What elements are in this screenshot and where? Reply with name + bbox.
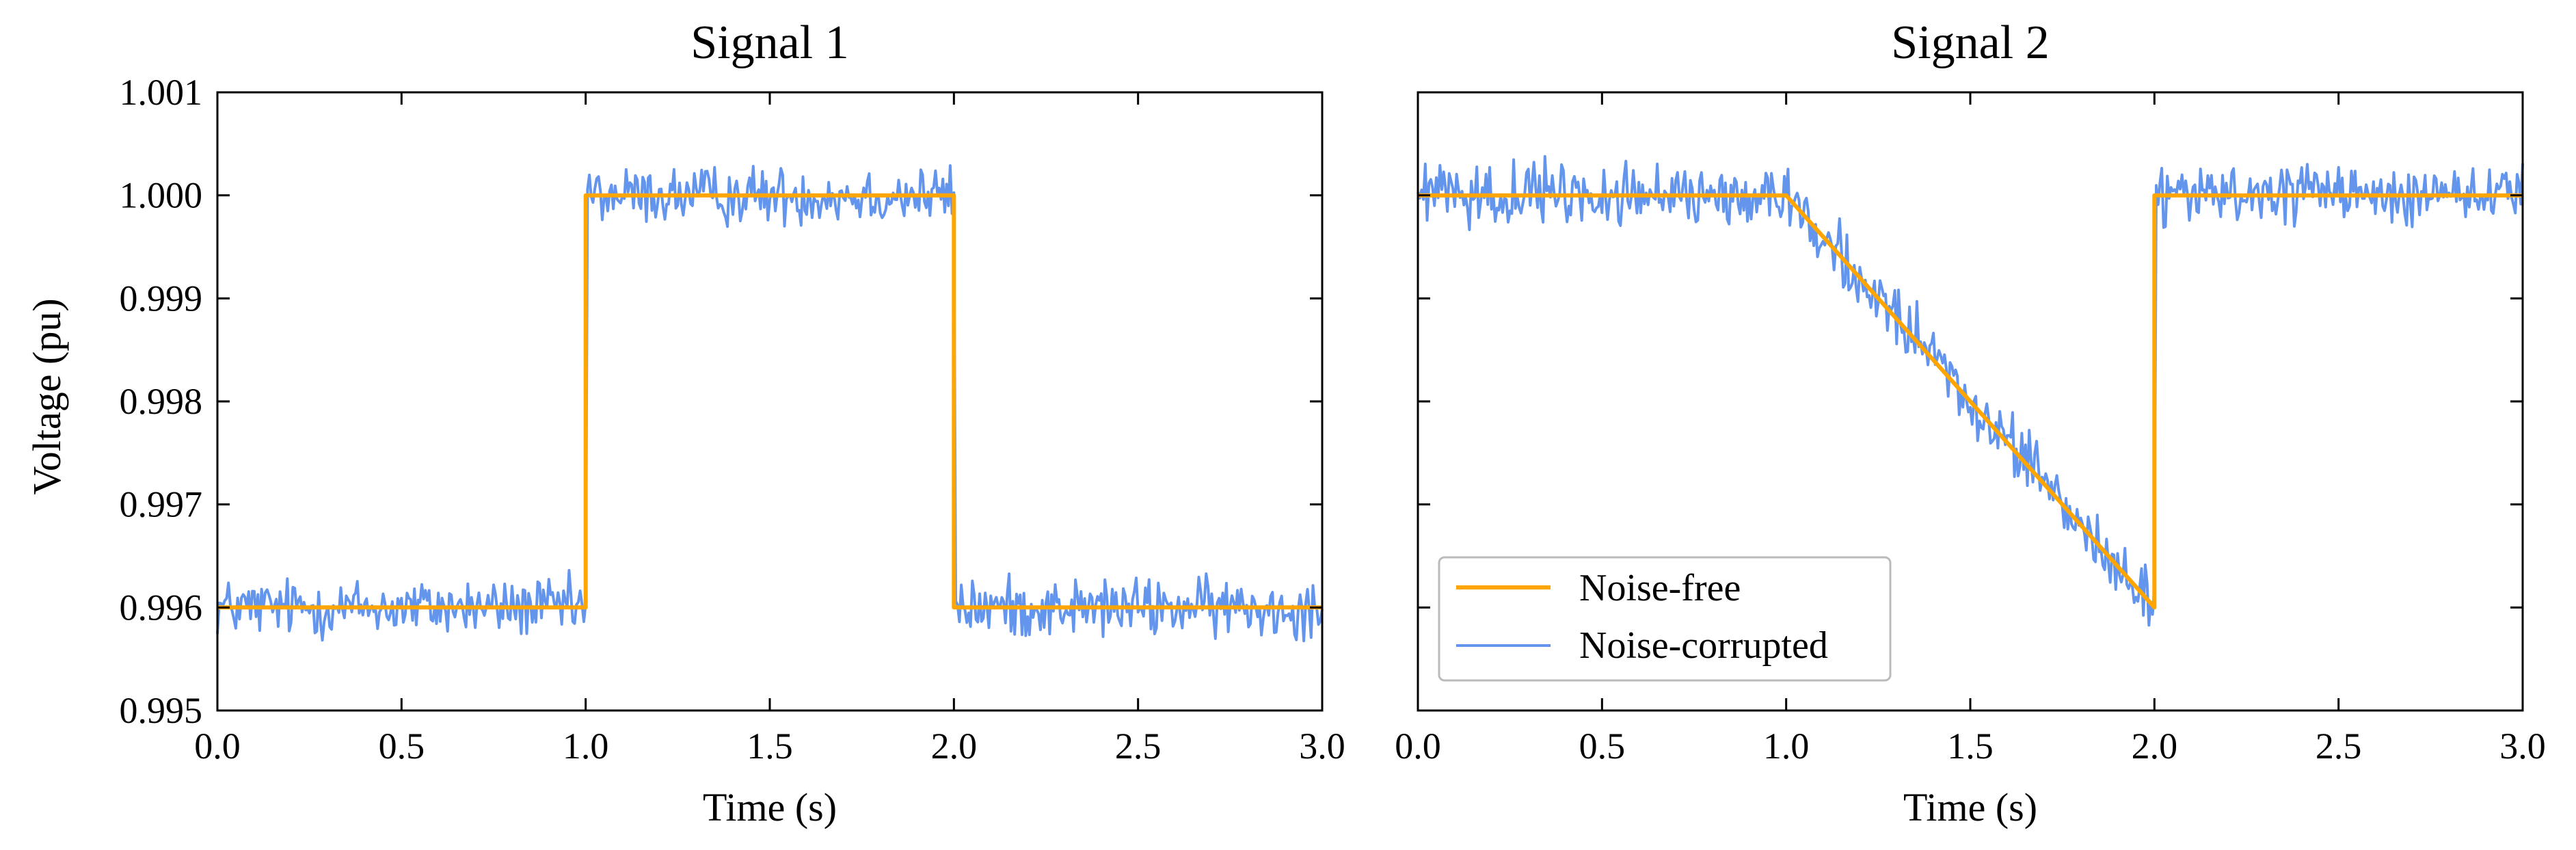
signal-1-noise-free-line (217, 193, 1322, 610)
signal-2-x-axis-label: Time (s) (1903, 785, 2037, 829)
signal-2-panel: Signal 2 Time (s) 0.0 0.5 1.0 1.5 2.0 2.5 3.0 … (1395, 16, 2546, 829)
signal-2-x-tick-label: 3.0 (2499, 726, 2546, 767)
signal-1-x-axis-label: Time (s) (703, 785, 837, 829)
signal-1-y-tick-label: 0.996 (120, 587, 203, 628)
signal-1-x-tick-label: 2.0 (931, 726, 978, 767)
signal-1-plot-frame (216, 91, 1324, 712)
signal-1-series (216, 164, 1324, 643)
signal-2-noise-free-line (1418, 193, 2523, 610)
signal-1-title: Signal 1 (690, 16, 848, 69)
signal-2-ticks: 0.0 0.5 1.0 1.5 2.0 2.5 3.0 (1395, 91, 2546, 767)
signal-1-x-tick-label: 3.0 (1299, 726, 1345, 767)
signal-1-x-tick-label: 1.5 (747, 726, 793, 767)
signal-2-x-tick-label: 2.5 (2316, 726, 2362, 767)
signal-1-y-tick-label: 0.995 (120, 690, 203, 731)
signal-2-x-tick-label: 1.5 (1947, 726, 1994, 767)
signal-1-noise-corrupted-line (216, 164, 1324, 643)
signal-1-y-tick-label: 1.001 (120, 72, 203, 113)
signal-2-x-tick-label: 0.5 (1579, 726, 1626, 767)
signal-1-y-tick-label: 0.998 (120, 381, 203, 422)
signal-1-y-tick-label: 0.997 (120, 484, 203, 525)
signal-2-title: Signal 2 (1891, 16, 2049, 69)
signal-2-plot-frame (1417, 91, 2524, 712)
legend-label-noise-corrupted: Noise-corrupted (1579, 624, 1828, 667)
signal-1-y-axis-label: Voltage (pu) (25, 298, 69, 494)
signal-1-x-tick-label: 2.5 (1115, 726, 1162, 767)
signal-2-noise-corrupted-line (1417, 155, 2524, 627)
legend-label-noise-free: Noise-free (1579, 567, 1741, 609)
legend-box (1438, 556, 1892, 682)
signal-1-ticks: 0.0 0.5 1.0 1.5 2.0 2.5 3.0 0.995 0.996 0.997 0.99… (120, 72, 1345, 767)
signal-1-x-tick-label: 0.0 (194, 726, 241, 767)
signal-1-y-tick-label: 1.000 (120, 175, 203, 216)
signal-2-x-tick-label: 0.0 (1395, 726, 1441, 767)
signal-2-x-tick-label: 1.0 (1763, 726, 1810, 767)
signal-2-x-tick-label: 2.0 (2132, 726, 2178, 767)
signal-1-x-tick-label: 0.5 (379, 726, 425, 767)
signal-1-x-tick-label: 1.0 (563, 726, 609, 767)
signal-1-y-tick-label: 0.999 (120, 278, 203, 319)
signal-2-series (1417, 155, 2524, 627)
signal-1-panel: Signal 1 Voltage (pu) Time (s) 0.0 0.5 1.0… (25, 16, 1345, 829)
legend: Noise-free Noise-corrupted (1438, 556, 1892, 682)
